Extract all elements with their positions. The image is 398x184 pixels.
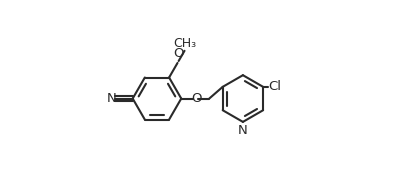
Text: O: O (173, 47, 184, 60)
Text: CH₃: CH₃ (174, 37, 197, 50)
Text: O: O (191, 92, 201, 105)
Text: N: N (238, 124, 248, 137)
Text: Cl: Cl (269, 80, 282, 93)
Text: N: N (107, 92, 117, 105)
